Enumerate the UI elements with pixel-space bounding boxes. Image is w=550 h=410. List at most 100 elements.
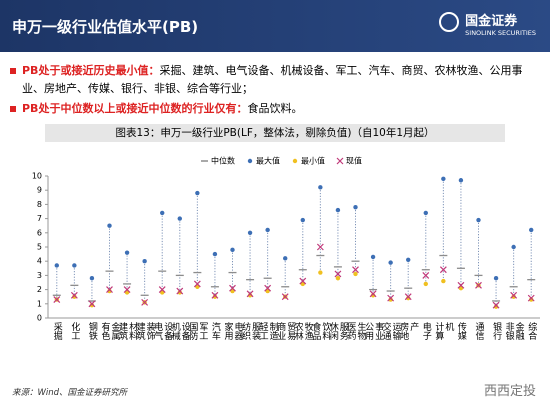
max-mark (423, 210, 428, 216)
current-mark (387, 294, 395, 302)
y-tick-label: 6 (37, 228, 42, 237)
x-tick-label: 休闲服务 (327, 322, 348, 340)
max-mark (124, 250, 130, 255)
max-mark (300, 217, 305, 223)
y-tick-label: 4 (37, 257, 42, 266)
current-mark (439, 266, 447, 274)
bullet-lead: PB处于中位数以上或接近中位数的行业仅有： (22, 102, 248, 115)
x-tick-label: 纺织服装 (240, 322, 261, 340)
min-mark (423, 281, 428, 287)
min-mark (353, 271, 358, 277)
max-mark (458, 178, 464, 183)
max-mark (476, 217, 481, 223)
max-mark (195, 190, 200, 196)
bullet-text: 食品饮料。 (247, 102, 303, 115)
current-mark (123, 286, 131, 294)
y-tick-label: 0 (37, 314, 42, 323)
max-mark (370, 254, 376, 260)
current-mark (457, 281, 465, 289)
bullet: PB处于中位数以上或接近中位数的行业仅有：食品饮料。 (10, 100, 540, 118)
current-mark (369, 290, 377, 298)
source: 来源：Wind、国金证券研究所 (12, 388, 128, 398)
x-tick-label: 化工 (69, 322, 80, 340)
current-mark (352, 266, 359, 274)
x-tick-label: 电子 (420, 322, 431, 340)
x-tick-label: 通信 (473, 322, 484, 340)
max-mark (160, 210, 165, 216)
x-tick-label: 交通运输 (380, 322, 401, 340)
legend-label: 现值 (346, 156, 362, 166)
x-tick-label: 公用事业 (363, 322, 384, 340)
max-mark (89, 276, 95, 281)
logo-sub: SINOLINK SECURITIES (465, 29, 536, 37)
x-tick-label: 商业贸易 (275, 322, 296, 340)
current-mark (88, 300, 96, 308)
x-tick-label: 建筑材料 (117, 322, 138, 340)
x-tick-label: 房地产 (398, 322, 419, 340)
current-mark (158, 286, 166, 294)
legend-label: 中位数 (211, 156, 235, 166)
max-mark (230, 247, 235, 253)
current-mark (281, 293, 289, 301)
min-mark (441, 278, 446, 284)
max-mark (265, 227, 270, 233)
current-mark (176, 287, 184, 295)
y-tick-label: 9 (37, 186, 42, 195)
logo: 国金证券 SINOLINK SECURITIES (439, 10, 536, 37)
current-mark (510, 291, 518, 299)
max-mark (511, 244, 516, 250)
legend-symbol (247, 158, 253, 164)
x-tick-label: 电气设备 (152, 322, 173, 340)
current-mark (422, 271, 430, 279)
current-mark (211, 291, 219, 299)
max-mark (283, 256, 288, 261)
max-mark (335, 207, 341, 213)
logo-name: 国金证券 (465, 14, 518, 29)
x-tick-label: 计算机 (433, 322, 454, 340)
max-mark (493, 276, 499, 281)
bullet-text: 采掘、建筑、电气设备、机械设备、军工、汽车、商贸、农林牧渔、公用事业、房地产、传… (22, 64, 523, 95)
x-tick-label: 非银金融 (503, 322, 524, 340)
min-mark (318, 270, 323, 275)
x-tick-label: 医药生物 (345, 322, 366, 340)
x-tick-label: 食品饮料 (310, 322, 331, 340)
logo-icon (439, 12, 460, 32)
bullet-marker (10, 106, 16, 112)
slide-title: 申万一级行业估值水平(PB) (12, 18, 199, 36)
current-mark (53, 296, 61, 303)
max-mark (142, 259, 147, 264)
min-mark (335, 276, 341, 281)
chart-title: 图表13：申万一级行业PB(LF，整体法，剔除负值)（自10年1月起） (45, 124, 505, 142)
legend-symbol (336, 157, 344, 165)
x-tick-label: 汽车 (209, 322, 220, 340)
max-mark (107, 223, 112, 228)
header-bar: 申万一级行业估值水平(PB) 国金证券 SINOLINK SECURITIES (0, 0, 550, 52)
current-mark (246, 290, 254, 298)
max-mark (388, 260, 393, 265)
y-tick-label: 8 (37, 200, 42, 209)
y-tick-label: 3 (37, 271, 42, 280)
current-mark (299, 277, 307, 285)
y-tick-label: 7 (37, 214, 42, 223)
x-tick-label: 传媒 (455, 322, 466, 340)
current-mark (70, 291, 78, 299)
max-mark (353, 205, 358, 210)
max-mark (529, 227, 534, 233)
max-mark (441, 176, 446, 182)
max-mark (72, 263, 77, 268)
max-mark (247, 230, 253, 235)
max-mark (212, 251, 218, 257)
x-tick-label: 机械设备 (169, 322, 190, 340)
current-mark (106, 286, 113, 294)
x-tick-label: 银行 (491, 322, 502, 340)
x-tick-label: 综合 (526, 322, 537, 340)
current-mark (475, 281, 482, 289)
x-tick-label: 轻工制造 (257, 322, 278, 340)
legend-label: 最小值 (301, 156, 325, 166)
max-mark (54, 263, 59, 268)
max-mark (406, 257, 411, 262)
max-mark (177, 216, 182, 221)
y-tick-label: 1 (37, 299, 42, 308)
x-tick-label: 农林牧渔 (292, 322, 313, 340)
y-tick-label: 2 (37, 285, 42, 294)
